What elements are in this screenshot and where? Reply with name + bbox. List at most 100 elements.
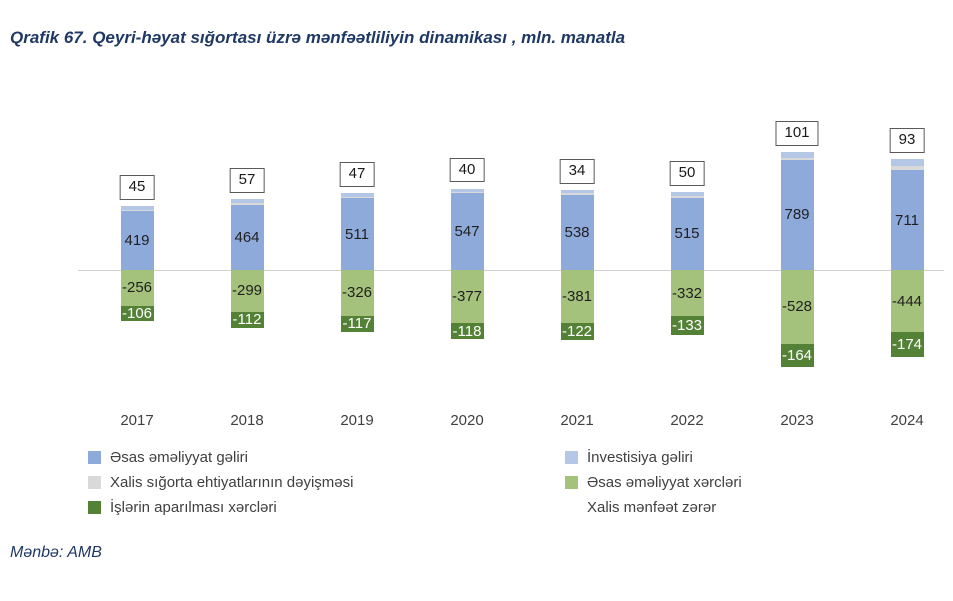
bar-segment — [230, 203, 264, 206]
bar-segment: 511 — [340, 198, 374, 270]
bar-value-label: 789 — [784, 206, 810, 224]
legend-label: Əsas əməliyyat xərcləri — [587, 474, 742, 491]
chart-title: Qrafik 67. Qeyri-həyat sığortası üzrə mə… — [10, 28, 626, 47]
legend-swatch-icon — [88, 451, 101, 464]
x-axis-label: 2023 — [780, 412, 814, 429]
bar-segment — [890, 165, 924, 171]
x-axis-label: 2017 — [120, 412, 154, 429]
bar-value-label: -299 — [231, 282, 263, 300]
legend-item: İnvestisiya gəliri — [565, 449, 742, 466]
legend-label: Xalis sığorta ehtiyatlarının dəyişməsi — [110, 474, 354, 491]
bar-segment — [340, 197, 374, 199]
bar-segment: -164 — [780, 343, 814, 367]
bar-value-label: 464 — [234, 229, 260, 246]
bar-segment: 419 — [120, 211, 154, 270]
legend: Əsas əməliyyat gəliri Xalis sığorta ehtiy… — [88, 449, 742, 516]
bar-segment — [230, 199, 264, 204]
bar-segment: 547 — [450, 193, 484, 270]
net-profit-label: 57 — [229, 168, 265, 193]
bar-value-label: 511 — [345, 225, 369, 243]
bar-segment — [670, 195, 704, 198]
bar-segment — [450, 188, 484, 193]
x-axis: 2017 2018 2019 2020 2021 2022 2023 2024 — [82, 412, 953, 434]
legend-label: İnvestisiya gəliri — [587, 449, 693, 466]
bar-segment: 711 — [890, 170, 924, 270]
bar-segment: -106 — [120, 304, 154, 322]
bar-segment: -256 — [120, 270, 154, 306]
x-axis-label: 2020 — [450, 412, 484, 429]
bar-value-label: -164 — [781, 346, 813, 364]
legend-item: Əsas əməliyyat gəliri — [88, 449, 565, 466]
legend-swatch-icon — [565, 476, 578, 489]
bar-value-label: -133 — [671, 317, 703, 335]
bar-value-label: -332 — [671, 284, 703, 302]
legend-label: Əsas əməliyyat gəliri — [110, 449, 248, 466]
bar-value-label: -326 — [341, 284, 373, 302]
bar-value-label: -106 — [121, 304, 153, 322]
bar-segment: -174 — [890, 332, 924, 357]
bar-segment — [780, 158, 814, 160]
bar-value-label: -528 — [781, 298, 813, 316]
bar-segment: 538 — [560, 194, 594, 270]
x-axis-label: 2021 — [560, 412, 594, 429]
bar-segment — [560, 193, 594, 195]
bar-segment: -112 — [230, 311, 264, 329]
net-profit-label: 47 — [339, 162, 375, 187]
bar-value-label: -381 — [561, 288, 593, 306]
bar-segment — [340, 193, 374, 198]
bar-value-label: 711 — [895, 211, 919, 229]
net-profit-label: 34 — [559, 158, 595, 184]
source-note: Mənbə: AMB — [10, 544, 102, 561]
bar-segment: -381 — [560, 270, 594, 324]
bar-segment — [120, 206, 154, 210]
legend-label: İşlərin aparılması xərcləri — [110, 499, 277, 516]
legend-label: Xalis mənfəət zərər — [587, 499, 717, 516]
net-profit-label: 45 — [119, 175, 155, 201]
legend-swatch-icon — [88, 476, 101, 489]
x-axis-label: 2018 — [230, 412, 264, 429]
net-profit-label: 50 — [669, 161, 705, 187]
bar-segment: 515 — [670, 197, 704, 270]
legend-column: İnvestisiya gəliri Əsas əməliyyat xərclər… — [565, 449, 742, 516]
bar-segment — [890, 159, 924, 166]
legend-item: İşlərin aparılması xərcləri — [88, 499, 565, 516]
bar-segment — [780, 152, 814, 159]
plot-area: 419 -256 -106 45 464 -299 -112 57 511 -326 -117 47 5… — [78, 100, 953, 410]
bar-value-label: -256 — [121, 279, 153, 297]
legend-swatch-icon — [88, 501, 101, 514]
legend-swatch-icon — [565, 451, 578, 464]
bar-value-label: 547 — [454, 223, 480, 241]
bar-segment: -299 — [230, 270, 264, 312]
bar-segment: -528 — [780, 270, 814, 344]
x-axis-label: 2022 — [670, 412, 704, 429]
bar-segment: -118 — [450, 322, 484, 340]
bar-segment: 789 — [780, 159, 814, 270]
bar-segment: -332 — [670, 270, 704, 317]
bar-segment: -326 — [340, 270, 374, 316]
bar-value-label: -117 — [342, 315, 372, 333]
bar-segment: -377 — [450, 270, 484, 323]
legend-item: Əsas əməliyyat xərcləri — [565, 474, 742, 491]
bar-segment: -133 — [670, 316, 704, 336]
net-profit-label: 40 — [449, 157, 485, 183]
net-profit-label: 101 — [775, 121, 819, 146]
bar-segment — [120, 209, 154, 212]
net-profit-label: 93 — [889, 128, 925, 153]
bar-segment: 464 — [230, 205, 264, 270]
bar-segment — [450, 192, 484, 194]
bar-value-label: -122 — [561, 323, 593, 341]
bar-segment — [560, 189, 594, 193]
bar-value-label: -444 — [891, 292, 923, 310]
legend-column: Əsas əməliyyat gəliri Xalis sığorta ehtiy… — [88, 449, 565, 516]
x-axis-label: 2019 — [340, 412, 374, 429]
zero-axis-line — [78, 270, 944, 271]
bar-value-label: 419 — [124, 232, 150, 250]
bar-value-label: -377 — [451, 287, 483, 305]
bar-segment: -122 — [560, 323, 594, 341]
bar-segment — [670, 192, 704, 196]
legend-item: Xalis mənfəət zərər — [565, 499, 742, 516]
bar-segment: -117 — [340, 315, 374, 333]
bar-value-label: -112 — [232, 311, 262, 329]
legend-item: Xalis sığorta ehtiyatlarının dəyişməsi — [88, 474, 565, 491]
